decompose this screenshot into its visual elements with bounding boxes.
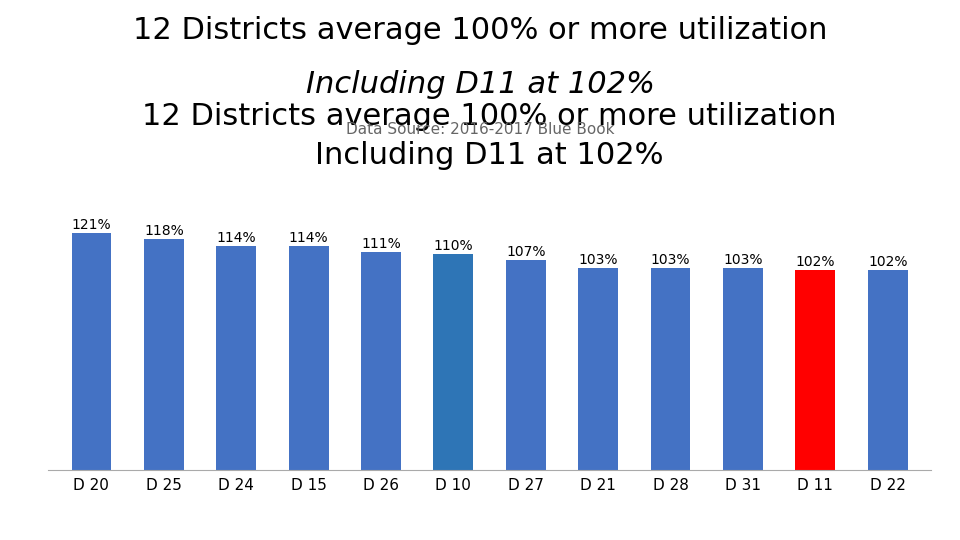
Text: 111%: 111% [361, 237, 401, 251]
Text: 118%: 118% [144, 224, 183, 238]
Text: 103%: 103% [579, 253, 618, 267]
Text: 121%: 121% [72, 218, 111, 232]
Text: 102%: 102% [796, 255, 835, 269]
Bar [796, 270, 835, 470]
Bar [868, 270, 907, 470]
Text: Data Source: 2016-2017 Blue Book: Data Source: 2016-2017 Blue Book [346, 122, 614, 137]
Text: 103%: 103% [651, 253, 690, 267]
Bar [289, 246, 328, 470]
Text: 102%: 102% [868, 255, 907, 269]
Bar [216, 246, 256, 470]
Text: 114%: 114% [216, 231, 256, 245]
Bar [651, 268, 690, 470]
Bar [434, 254, 473, 470]
Text: 110%: 110% [434, 239, 473, 253]
Bar [578, 268, 618, 470]
Bar [723, 268, 763, 470]
Text: Including D11 at 102%: Including D11 at 102% [305, 70, 655, 99]
Text: 12 Districts average 100% or more utilization: 12 Districts average 100% or more utiliz… [132, 16, 828, 45]
Bar [144, 239, 183, 470]
Text: 103%: 103% [723, 253, 763, 267]
Bar [72, 233, 111, 470]
Text: 107%: 107% [506, 245, 545, 259]
Bar [506, 260, 545, 470]
Title: 12 Districts average 100% or more utilization
Including D11 at 102%: 12 Districts average 100% or more utiliz… [142, 103, 837, 170]
Bar [361, 252, 401, 470]
Text: 114%: 114% [289, 231, 328, 245]
